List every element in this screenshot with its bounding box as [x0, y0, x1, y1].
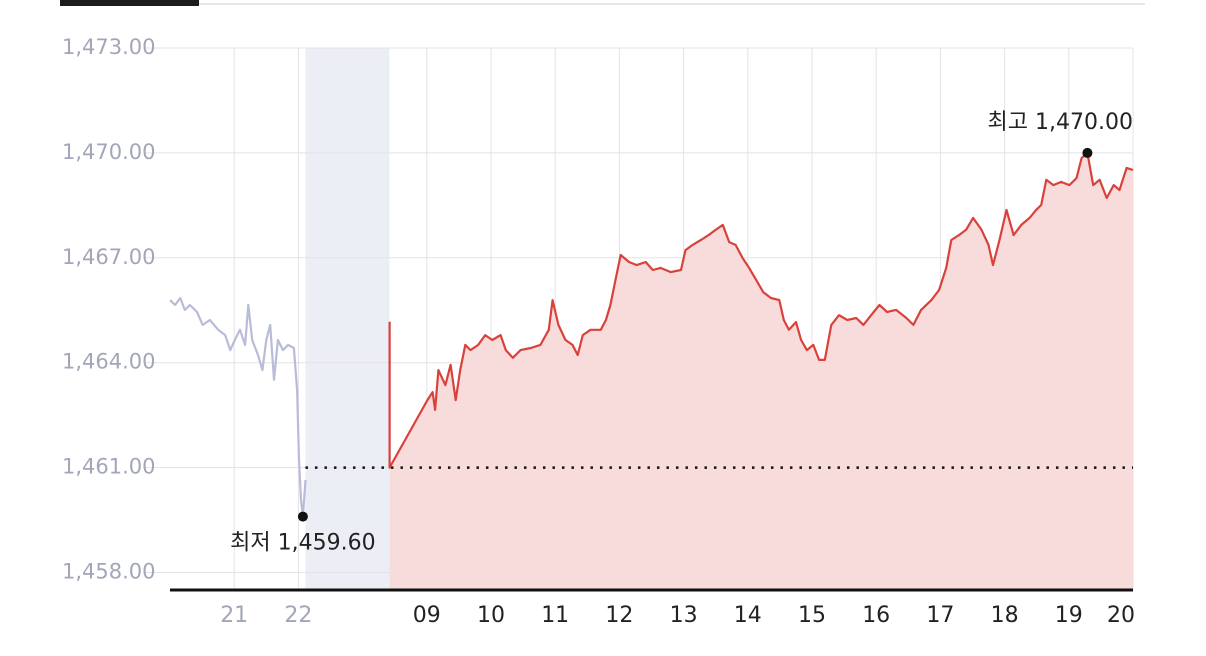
annotation-point	[297, 511, 308, 522]
y-tick-label: 1,470.00	[62, 140, 156, 164]
x-tick-label: 17	[926, 603, 954, 628]
active-tab-indicator	[60, 0, 199, 6]
tab-underline	[199, 3, 1145, 5]
x-tick-label: 18	[991, 603, 1019, 628]
y-tick-label: 1,461.00	[62, 455, 156, 479]
x-tick-label: 20	[1107, 603, 1135, 628]
session-break	[305, 48, 390, 590]
x-tick-label: 14	[734, 603, 762, 628]
x-tick-label: 21	[220, 603, 248, 628]
annotation-label: 최고 1,470.00	[988, 110, 1133, 135]
x-tick-label: 16	[862, 603, 890, 628]
y-tick-label: 1,458.00	[62, 560, 156, 584]
x-tick-label: 10	[477, 603, 505, 628]
x-tick-label: 15	[798, 603, 826, 628]
y-tick-label: 1,467.00	[62, 245, 156, 269]
x-tick-label: 11	[541, 603, 569, 628]
line	[388, 151, 1134, 469]
annotation-point	[1082, 147, 1093, 158]
x-tick-label: 22	[284, 603, 312, 628]
y-tick-label: 1,464.00	[62, 350, 156, 374]
annotation-label: 최저 1,459.60	[230, 531, 375, 556]
area	[389, 152, 1134, 590]
x-tick-label: 09	[413, 603, 441, 628]
x-tick-label: 19	[1055, 603, 1083, 628]
y-tick-label: 1,473.00	[62, 35, 156, 59]
x-tick-label: 12	[605, 603, 633, 628]
x-tick-label: 13	[670, 603, 698, 628]
line	[169, 296, 307, 518]
